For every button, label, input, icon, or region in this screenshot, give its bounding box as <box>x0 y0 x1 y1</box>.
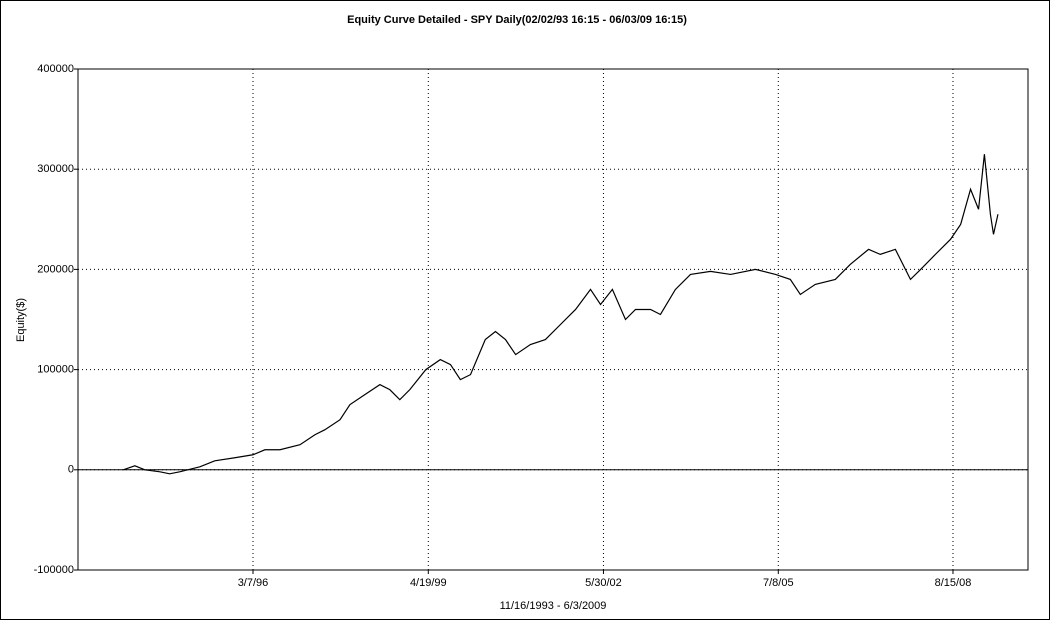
y-tick-label: 200000 <box>37 263 74 275</box>
y-tick-label: 400000 <box>37 63 74 75</box>
x-tick-label: 4/19/99 <box>410 577 447 589</box>
y-tick-label: 100000 <box>37 364 74 376</box>
equity-line <box>123 154 999 475</box>
y-tick-label: 300000 <box>37 163 74 175</box>
y-axis-label: Equity($) <box>15 298 27 342</box>
plot-area <box>77 68 1029 571</box>
x-tick-label: 3/7/96 <box>238 577 269 589</box>
y-tick-label: -100000 <box>34 564 74 576</box>
x-tick-label: 7/8/05 <box>763 577 794 589</box>
x-tick-label: 5/30/02 <box>585 577 622 589</box>
chart-title: Equity Curve Detailed - SPY Daily(02/02/… <box>347 14 687 26</box>
x-axis-label: 11/16/1993 - 6/3/2009 <box>500 600 607 612</box>
y-tick-label: 0 <box>68 464 74 476</box>
x-tick-label: 8/15/08 <box>935 577 972 589</box>
